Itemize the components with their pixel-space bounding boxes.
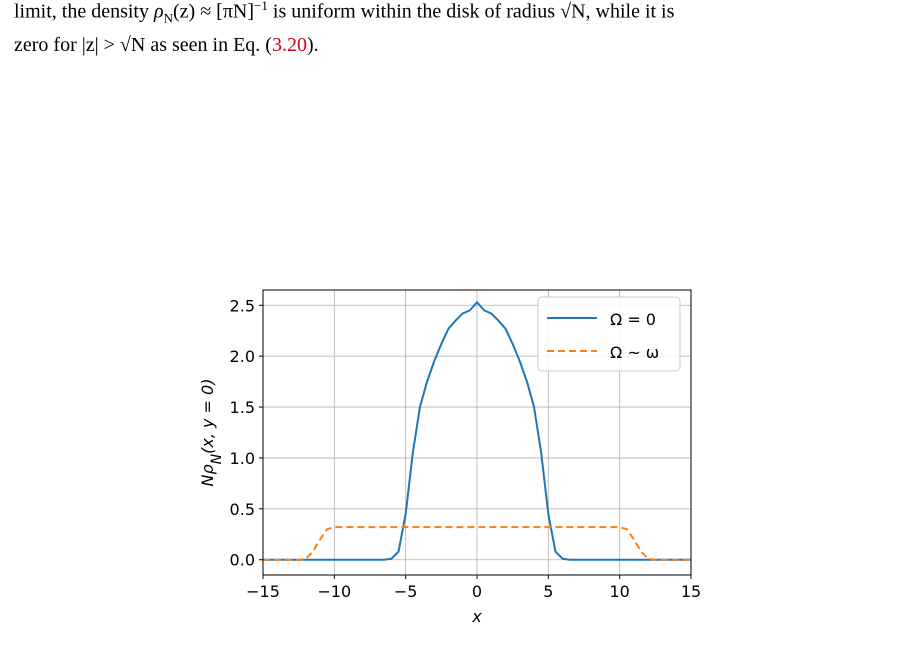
x-tick-label: 15: [681, 582, 701, 601]
y-tick-label: 1.5: [230, 398, 255, 417]
x-tick-label: 5: [543, 582, 553, 601]
text-segment: −1: [254, 0, 268, 13]
text-line: zero for |z| > √N as seen in Eq. (3.20).: [14, 34, 319, 57]
x-tick-label: −5: [394, 582, 418, 601]
text-segment: zero for |z| > √N as seen in Eq. (: [14, 34, 272, 56]
text-segment: ρ: [154, 0, 164, 23]
y-tick-label: 2.0: [230, 347, 255, 366]
data-line: [263, 300, 691, 561]
text-segment: (z) ≈ [πN]: [173, 0, 255, 23]
y-axis-label: NρN(x, y = 0): [198, 379, 225, 487]
text-segment: is uniform within the disk of radius √N,…: [267, 0, 675, 23]
legend-box: [537, 296, 681, 372]
text-line: limit, the density ρN(z) ≈ [πN]−1 is uni…: [14, 0, 674, 27]
y-tick-label: 2.5: [230, 296, 255, 315]
y-tick-label: 0.5: [230, 500, 255, 519]
plot-frame: [262, 289, 692, 576]
text-segment: ).: [306, 34, 319, 56]
y-tick-label: 1.0: [230, 449, 255, 468]
x-tick-label: 10: [609, 582, 629, 601]
x-tick-label: −10: [317, 582, 351, 601]
text-segment: 3.20: [271, 34, 307, 56]
y-label-part: Nρ: [198, 464, 217, 486]
x-tick-label: −15: [246, 582, 280, 601]
legend-label: Ω = 0: [610, 310, 656, 329]
x-axis-label: x: [471, 607, 482, 626]
legend-label: Ω ~ ω: [610, 343, 659, 362]
y-label-part: (x, y = 0): [198, 379, 217, 454]
x-tick-label: 0: [472, 582, 482, 601]
y-tick-label: 0.0: [230, 551, 255, 570]
y-label-part: N: [209, 453, 225, 464]
text-segment: limit, the density: [14, 0, 154, 23]
text-segment: N: [163, 10, 173, 26]
